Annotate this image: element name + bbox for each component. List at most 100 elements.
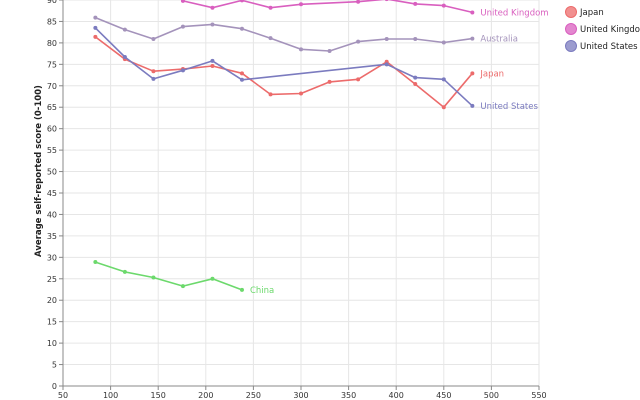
- series-line-australia: [95, 16, 473, 52]
- series-label-australia: Australia: [480, 35, 518, 45]
- x-tick-label: 500: [484, 391, 499, 400]
- data-point: [470, 103, 475, 108]
- data-point: [441, 77, 446, 82]
- x-tick-label: 250: [246, 391, 261, 400]
- legend-swatch-united-kingdom[interactable]: [565, 23, 577, 35]
- data-point: [299, 2, 303, 7]
- data-point: [93, 25, 98, 30]
- data-point: [151, 69, 156, 74]
- y-tick-label: 45: [47, 189, 57, 198]
- y-tick-label: 50: [47, 168, 57, 177]
- data-point: [327, 79, 332, 84]
- data-point: [413, 1, 418, 6]
- legend[interactable]: Japan United Kingdom United States: [565, 6, 640, 53]
- x-tick-label: 350: [341, 391, 356, 400]
- y-tick-label: 5: [52, 361, 57, 370]
- y-tick-label: 35: [47, 232, 57, 241]
- series-line-united-states: [94, 27, 473, 107]
- data-point: [122, 27, 127, 32]
- y-tick-label: 25: [47, 275, 57, 284]
- data-point: [239, 77, 244, 82]
- data-point: [180, 68, 185, 73]
- series-australia: [93, 15, 475, 54]
- data-point: [239, 71, 244, 76]
- series-labels: United Kingdom Australia Japan United State…: [250, 8, 549, 295]
- series-japan: [93, 34, 475, 110]
- y-tick-label: 75: [47, 60, 57, 69]
- data-point: [470, 10, 475, 15]
- data-point: [470, 71, 475, 76]
- data-point: [299, 91, 303, 96]
- y-tick-label: 0: [52, 382, 57, 391]
- x-tick-label: 200: [198, 391, 213, 400]
- data-point: [356, 0, 361, 4]
- data-point: [356, 39, 361, 44]
- data-point: [441, 3, 446, 8]
- legend-label-united-kingdom[interactable]: United Kingdom: [580, 25, 640, 35]
- data-point: [384, 62, 389, 67]
- data-point: [268, 92, 273, 97]
- data-point: [210, 276, 215, 281]
- data-point: [441, 105, 446, 110]
- data-point: [180, 0, 185, 3]
- y-tick-label: 15: [47, 318, 57, 327]
- data-point: [93, 34, 98, 39]
- data-point: [122, 269, 127, 274]
- series-label-united-kingdom: United Kingdom: [480, 8, 548, 18]
- data-point: [93, 260, 98, 265]
- y-tick-label: 30: [47, 253, 57, 262]
- grid: [62, 0, 540, 387]
- data-point: [441, 40, 446, 45]
- x-tick-label: 150: [151, 391, 166, 400]
- data-point: [239, 26, 244, 31]
- y-tick-label: 90: [47, 0, 57, 5]
- y-tick-label: 80: [47, 39, 57, 48]
- data-point: [210, 22, 215, 27]
- data-point: [93, 15, 98, 20]
- data-point: [122, 55, 127, 60]
- data-point: [413, 37, 418, 42]
- x-tick-label: 550: [531, 391, 546, 400]
- data-point: [239, 0, 244, 3]
- legend-label-united-states[interactable]: United States: [580, 42, 638, 52]
- data-point: [180, 284, 185, 289]
- legend-swatch-japan[interactable]: [565, 6, 577, 18]
- data-point: [268, 36, 273, 41]
- data-point: [151, 37, 156, 42]
- x-tick-label: 450: [436, 391, 451, 400]
- y-tick-label: 70: [47, 82, 57, 91]
- data-point: [299, 47, 303, 52]
- y-tick-label: 85: [47, 17, 57, 26]
- data-point: [327, 49, 332, 54]
- x-tick-label: 100: [103, 391, 118, 400]
- series-line-united-kingdom: [182, 0, 473, 14]
- data-point: [384, 37, 389, 42]
- data-point: [356, 77, 361, 82]
- data-point: [210, 58, 215, 63]
- data-point: [268, 5, 273, 10]
- data-point: [239, 287, 244, 292]
- x-tick-label: 400: [389, 391, 404, 400]
- axes: 0 5 10 15 20 25 30 35 40 45 50 55 60 65 70 75 80 85 90 50 10…: [47, 0, 547, 400]
- series-united-kingdom: [180, 0, 475, 15]
- data-point: [180, 24, 185, 29]
- y-tick-label: 55: [47, 146, 57, 155]
- x-tick-label: 300: [293, 391, 308, 400]
- data-point: [470, 36, 475, 41]
- series-label-japan: Japan: [479, 69, 504, 79]
- series-label-china: China: [250, 286, 274, 296]
- data-point: [413, 75, 418, 80]
- data-point: [384, 0, 389, 2]
- y-tick-label: 10: [47, 339, 57, 348]
- data-point: [210, 64, 215, 69]
- y-tick-label: 40: [47, 210, 57, 219]
- series-line-china: [95, 261, 243, 291]
- y-tick-label: 65: [47, 103, 57, 112]
- series-label-united-states: United States: [480, 102, 538, 112]
- series-united-states: [93, 25, 475, 108]
- y-axis-title: Average self-reported score (0-100): [34, 85, 44, 257]
- legend-swatch-united-states[interactable]: [565, 40, 577, 52]
- data-point: [151, 76, 156, 81]
- legend-label-japan[interactable]: Japan: [579, 8, 604, 18]
- y-tick-label: 20: [47, 296, 57, 305]
